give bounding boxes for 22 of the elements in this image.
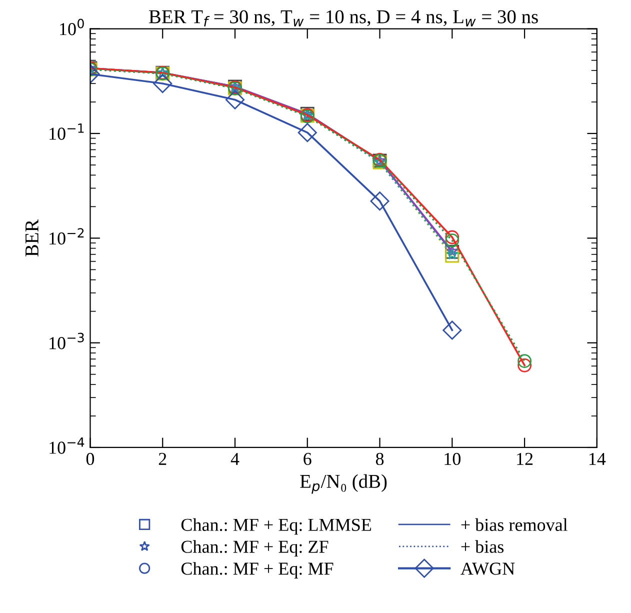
x-tick-label: 12 [517,452,533,465]
y-tick-label: 10$^{0}$ [60,18,84,36]
x-tick-label: 0 [86,452,94,466]
text: Chan.: MF + Eq: MF [181,562,334,578]
text: + bias [461,540,504,553]
x-tick-label: 6 [304,452,312,466]
x-tick-label: 8 [376,452,384,466]
text: Chan.: MF + Eq: LMMSE [181,518,372,535]
y-tick-label: 10$^{−2}$ [50,228,84,245]
y-axis-title: BER [26,219,38,256]
legend-label: AWGN [460,562,515,575]
x-tick-label: 2 [158,452,166,465]
y-tick-label: 10$^{−3}$ [50,332,84,350]
x-tick-label: 4 [230,452,240,465]
x-tick-label: 14 [589,452,606,465]
y-tick-label: 10$^{−1}$ [50,124,84,140]
chart-title: BER T$_{f}$ = 30 ns, T$_{w}$ = 10 ns, D = 4 ns, L$_{w}$ = 30 ns [149,10,538,26]
text: + bias removal [461,518,568,531]
y-tick-label: 10$^{−4}$ [50,438,84,454]
text: Chan.: MF + Eq: ZF [181,540,328,557]
x-axis-title: E$_{p}$/N₀ (dB) [300,474,387,494]
x-tick-label: 10 [444,452,460,466]
